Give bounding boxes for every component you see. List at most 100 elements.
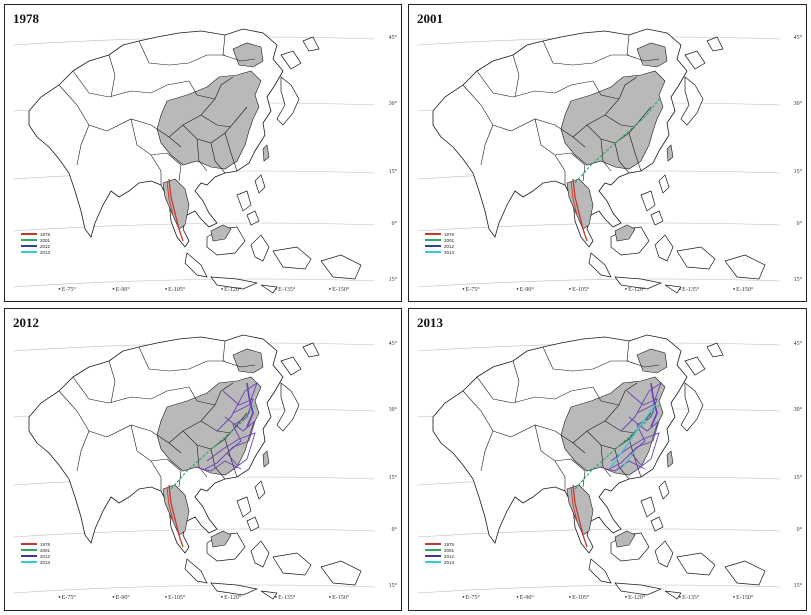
longitude-row: E-75° E-90° E-105° E-120° E-135° E-150° (5, 595, 401, 605)
lat-label-30n: 30° (793, 101, 802, 107)
shaded-region (566, 484, 594, 536)
island-outline (684, 356, 706, 376)
island-outline (680, 382, 704, 432)
island-outline (658, 480, 670, 500)
shaded-region (210, 530, 232, 548)
island-outline (640, 496, 656, 518)
island-outline (276, 76, 300, 126)
lon-label: E-120° (625, 287, 645, 293)
lat-label-45n: 45° (388, 341, 397, 347)
shaded-region (162, 484, 190, 536)
island-outline (684, 50, 706, 70)
border-line (168, 382, 234, 444)
lon-label: E-150° (733, 287, 753, 293)
legend-label: 2012 (444, 243, 455, 249)
island-outline (302, 36, 320, 52)
border-line (72, 70, 190, 98)
route-2001 (170, 404, 256, 490)
legend-label: 2012 (444, 553, 455, 559)
island-outline (210, 582, 259, 596)
map-panel-2012: 2012 1978 2001 2012 2013 45° 30° 15° 0° … (4, 308, 402, 611)
route-1978 (570, 180, 578, 216)
border-line (462, 390, 512, 438)
lon-label: E-90° (112, 595, 130, 601)
latitude-gridline (12, 528, 376, 538)
island-outline (724, 560, 766, 586)
route-1978 (572, 484, 588, 548)
border-line (572, 76, 638, 138)
legend-item-2001: 2001 (21, 547, 50, 553)
border-line (628, 132, 642, 172)
border-line (510, 118, 586, 148)
lat-label-0: 0° (796, 527, 802, 533)
legend-label: 2001 (40, 237, 51, 243)
legend-label: 2001 (40, 547, 51, 553)
legend-label: 2013 (444, 249, 455, 255)
latitude-gridline (12, 222, 376, 232)
border-line (72, 376, 190, 404)
lat-label-45n: 45° (793, 341, 802, 347)
legend-item-2001: 2001 (425, 547, 454, 553)
island-outline (680, 76, 704, 126)
shaded-region (614, 530, 636, 548)
lon-label: E-75° (462, 595, 480, 601)
border-line (512, 360, 520, 404)
border-line (570, 458, 586, 488)
route-1978 (572, 178, 588, 242)
border-line (106, 424, 182, 454)
map-geometry (432, 28, 766, 294)
lat-label-30n: 30° (793, 407, 802, 413)
panel-title: 2012 (13, 315, 39, 330)
border-line (188, 80, 216, 100)
lat-label-0: 0° (796, 221, 802, 227)
island-outline (320, 560, 362, 586)
lat-label-30n: 30° (388, 407, 397, 413)
border-line (512, 54, 520, 98)
lat-label-15s: 15° (388, 583, 397, 589)
lon-label: E-150° (329, 595, 349, 601)
border-line (554, 154, 566, 185)
border-line (200, 114, 232, 128)
island-outline (246, 210, 260, 226)
route-2012-network (216, 381, 258, 432)
border-line (58, 84, 108, 132)
border-line (222, 340, 256, 368)
lon-label: E-75° (462, 287, 480, 293)
route-2013 (620, 450, 636, 470)
shaded-region (666, 144, 674, 162)
border-line (188, 386, 216, 406)
map-canvas (416, 28, 781, 294)
map-canvas (12, 334, 376, 600)
border-line (586, 106, 652, 144)
lon-label: E-120° (625, 595, 645, 601)
border-line (476, 376, 594, 404)
island-outline (250, 540, 270, 568)
legend-item-2012: 2012 (425, 553, 454, 559)
island-outline (588, 558, 612, 584)
island-outline (588, 252, 612, 278)
latitude-gridline (12, 278, 376, 288)
route-1978 (166, 180, 174, 216)
lon-label: E-75° (58, 595, 76, 601)
border-line (138, 346, 225, 372)
shaded-region (614, 224, 636, 242)
island-outline (250, 234, 270, 262)
legend-label: 2013 (40, 559, 51, 565)
legend-item-1978: 1978 (21, 541, 50, 547)
border-line (628, 438, 642, 478)
island-outline (254, 174, 266, 194)
border-line (614, 142, 630, 174)
border-line (570, 152, 586, 182)
island-outline (724, 254, 766, 280)
lon-label: E-75° (58, 287, 76, 293)
island-outline (650, 516, 664, 532)
legend-item-2001: 2001 (425, 237, 454, 243)
border-line (534, 118, 572, 156)
legend-item-2013: 2013 (425, 249, 454, 255)
legend-label: 1978 (40, 231, 51, 237)
border-line (480, 430, 494, 472)
island-outline (302, 342, 320, 358)
legend-item-2012: 2012 (21, 553, 50, 559)
route-1978 (168, 484, 184, 548)
border-line (166, 458, 182, 488)
